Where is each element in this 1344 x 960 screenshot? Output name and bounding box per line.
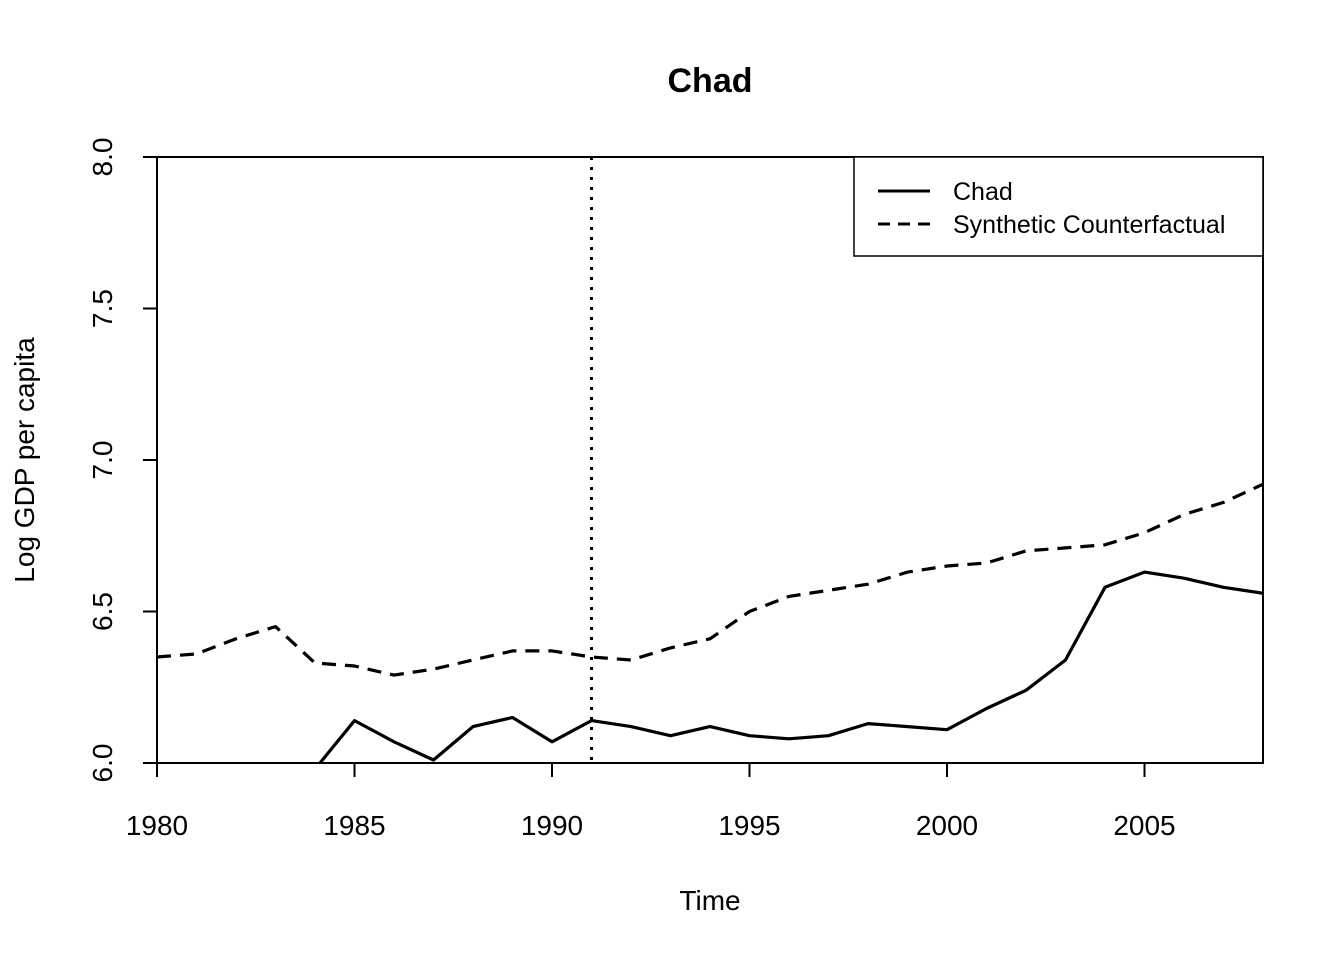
- x-tick-label: 1980: [126, 810, 188, 841]
- legend: Chad Synthetic Counterfactual: [853, 156, 1264, 257]
- y-tick-label: 6.5: [87, 592, 118, 631]
- y-axis: 6.0 6.5 7.0 7.5 8.0: [87, 138, 157, 783]
- y-tick-label: 7.5: [87, 289, 118, 328]
- y-tick-label: 8.0: [87, 138, 118, 177]
- legend-entry-chad: Chad: [953, 178, 1013, 206]
- series-line-chad: [317, 570, 1263, 763]
- x-tick-label: 2000: [916, 810, 978, 841]
- x-axis: 1980 1985 1990 1995 2000 2005: [126, 763, 1176, 841]
- legend-box: [853, 156, 1264, 257]
- chart-title: Chad: [668, 62, 753, 100]
- y-tick-label: 7.0: [87, 441, 118, 480]
- y-axis-label: Log GDP per capita: [9, 337, 40, 583]
- x-tick-label: 1990: [521, 810, 583, 841]
- legend-entry-synthetic: Synthetic Counterfactual: [953, 211, 1225, 239]
- x-tick-label: 1985: [323, 810, 385, 841]
- y-tick-label: 6.0: [87, 744, 118, 783]
- x-tick-label: 1995: [718, 810, 780, 841]
- series-line-synthetic-counterfactual: [157, 482, 1263, 677]
- x-axis-label: Time: [679, 885, 740, 916]
- x-tick-label: 2005: [1113, 810, 1175, 841]
- plot-area: [157, 157, 1263, 763]
